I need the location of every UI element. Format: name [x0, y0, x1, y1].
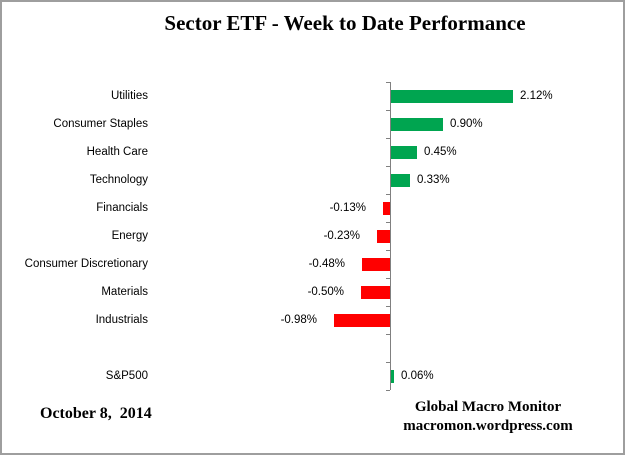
positive-bar	[391, 90, 513, 103]
negative-bar	[361, 286, 390, 299]
axis-tick	[386, 278, 390, 279]
value-label: -0.50%	[307, 286, 344, 298]
value-label: 0.90%	[450, 118, 483, 130]
value-label: -0.98%	[280, 314, 317, 326]
value-label: 0.33%	[417, 174, 450, 186]
category-label: Financials	[96, 202, 148, 214]
axis-tick	[386, 362, 390, 363]
category-label: Industrials	[95, 314, 148, 326]
axis-tick	[386, 110, 390, 111]
axis-tick	[386, 138, 390, 139]
category-label: Health Care	[86, 146, 148, 158]
axis-tick	[386, 250, 390, 251]
axis-tick	[386, 82, 390, 83]
axis-tick	[386, 166, 390, 167]
axis-tick	[386, 194, 390, 195]
axis-tick	[386, 390, 390, 391]
brand-url: macromon.wordpress.com	[403, 418, 573, 434]
category-label: Materials	[101, 286, 148, 298]
positive-bar	[391, 146, 417, 159]
value-label: 2.12%	[520, 90, 553, 102]
category-label: S&P500	[105, 370, 148, 382]
category-label: Technology	[89, 174, 148, 186]
footer-brand: Global Macro Monitor macromon.wordpress.…	[362, 398, 614, 436]
axis-tick	[386, 334, 390, 335]
value-label: -0.13%	[329, 202, 366, 214]
footer-date: October 8, 2014	[40, 405, 152, 422]
value-label: -0.48%	[308, 258, 345, 270]
positive-bar	[391, 174, 410, 187]
positive-bar	[391, 118, 443, 131]
value-label: 0.45%	[424, 146, 457, 158]
negative-bar	[362, 258, 390, 271]
category-label: Consumer Staples	[53, 118, 148, 130]
axis-tick	[386, 306, 390, 307]
category-label: Utilities	[110, 90, 148, 102]
category-label: Energy	[111, 230, 148, 242]
y-axis-line	[390, 82, 391, 390]
positive-bar	[391, 370, 394, 383]
negative-bar	[383, 202, 390, 215]
value-label: -0.23%	[323, 230, 360, 242]
value-label: 0.06%	[401, 370, 434, 382]
brand-name: Global Macro Monitor	[414, 399, 562, 415]
axis-tick	[386, 222, 390, 223]
negative-bar	[334, 314, 390, 327]
negative-bar	[377, 230, 390, 243]
category-label: Consumer Discretionary	[24, 258, 148, 270]
chart-title: Sector ETF - Week to Date Performance	[164, 11, 526, 35]
